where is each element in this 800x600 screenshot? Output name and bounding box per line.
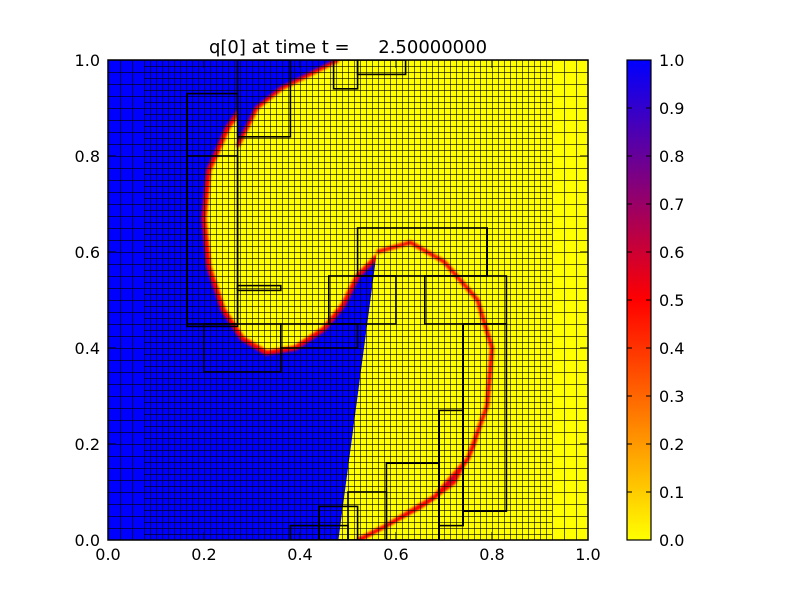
mesh-layer: [108, 60, 588, 540]
mesh-patch: [279, 323, 359, 349]
colorbar-tick-label: 0.6: [659, 243, 684, 262]
colorbar-tick-label: 0.4: [659, 339, 684, 358]
x-tick-label: 0.8: [479, 545, 504, 564]
mesh-patch: [236, 60, 292, 138]
y-tick-label: 0.4: [75, 339, 100, 358]
plot-area: [108, 60, 588, 540]
y-tick-label: 0.8: [75, 147, 100, 166]
chart-title: q[0] at time t = 2.50000000: [209, 37, 487, 58]
colorbar-tick-label: 0.0: [659, 531, 684, 550]
colorbar-tick-label: 0.2: [659, 435, 684, 454]
y-tick-label: 0.0: [75, 531, 100, 550]
colorbar-tick-label: 0.1: [659, 483, 684, 502]
y-tick-label: 1.0: [75, 51, 100, 70]
colorbar-tick-label: 0.5: [659, 291, 684, 310]
colorbar-tick-label: 0.7: [659, 195, 684, 214]
colorbar-tick-label: 0.3: [659, 387, 684, 406]
mesh-region-coarse-blue: [108, 60, 144, 540]
y-tick-label: 0.2: [75, 435, 100, 454]
mesh-patch: [236, 284, 282, 292]
colorbar: 0.0 0.1 0.2 0.3 0.4 0.5 0.6 0.7 0.8 0.9 1.0: [626, 51, 684, 550]
x-tick-label: 0.6: [383, 545, 408, 564]
mesh-region-fine: [144, 60, 552, 540]
y-tick-label: 0.6: [75, 243, 100, 262]
patch-layer: [186, 60, 508, 540]
colorbar-ticks: 0.0 0.1 0.2 0.3 0.4 0.5 0.6 0.7 0.8 0.9 1.0: [627, 51, 684, 550]
mesh-patch: [332, 60, 359, 90]
x-tick-label: 1.0: [575, 545, 600, 564]
mesh-patch: [356, 227, 489, 277]
colorbar-tick-label: 0.9: [659, 99, 684, 118]
colorbar-tick-label: 0.8: [659, 147, 684, 166]
x-tick-label: 0.2: [191, 545, 216, 564]
x-tick-label: 0.0: [95, 545, 120, 564]
plot-frame: [107, 59, 589, 541]
mesh-region-coarse-yellow: [552, 60, 588, 540]
colorbar-tick-label: 1.0: [659, 51, 684, 70]
x-tick-label: 0.4: [287, 545, 312, 564]
x-axis: 0.0 0.2 0.4 0.6 0.8 1.0: [95, 60, 601, 564]
y-axis: 0.0 0.2 0.4 0.6 0.8 1.0: [75, 51, 588, 550]
